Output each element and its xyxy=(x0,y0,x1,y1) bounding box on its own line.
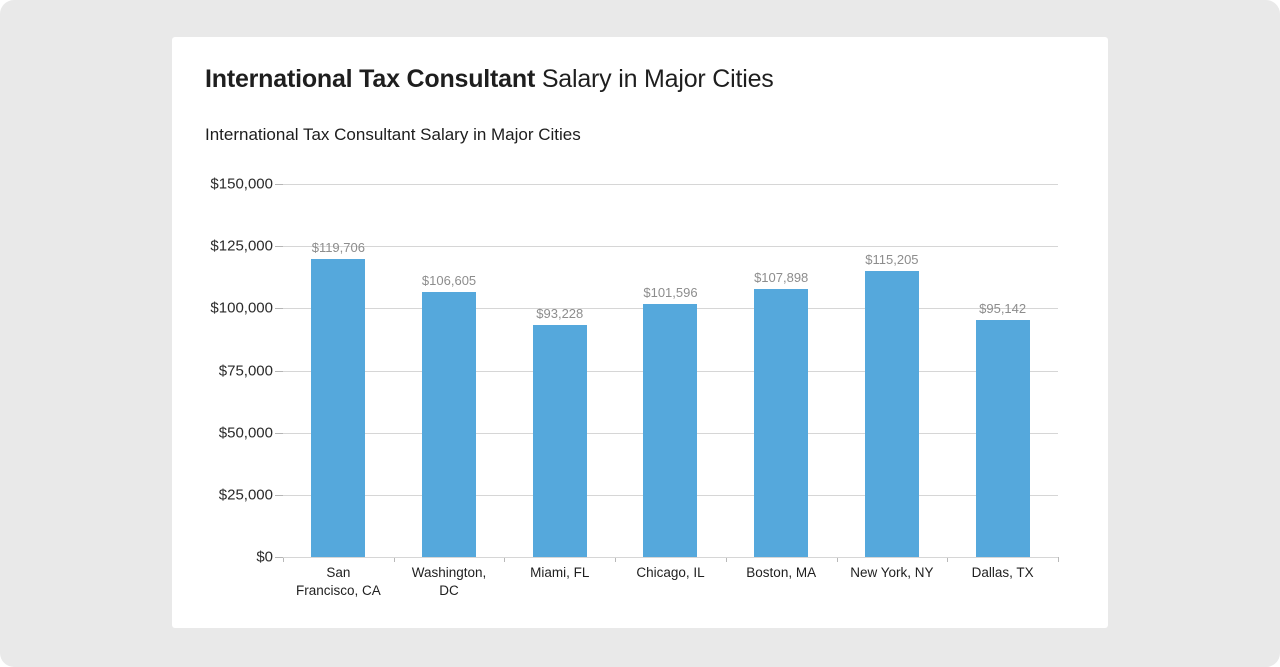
x-axis-tick xyxy=(504,557,506,562)
bar-value-label: $101,596 xyxy=(643,285,698,301)
x-axis-tick xyxy=(947,557,949,562)
y-axis-tick-label: $75,000 xyxy=(218,362,273,379)
bar-washington-dc xyxy=(422,291,477,557)
bar-value-label: $107,898 xyxy=(754,269,809,285)
y-axis-tick-label: $100,000 xyxy=(210,299,273,317)
plot-area: $150,000 $125,000 $100,000 $75,000 $50,000 $2… xyxy=(210,176,1059,598)
y-axis-tick-label: $125,000 xyxy=(210,237,273,255)
x-axis-category-label: Dallas, TX xyxy=(971,565,1034,580)
x-axis-category-label: Miami, FL xyxy=(530,565,590,580)
page-title-regular: Salary in Major Cities xyxy=(535,65,774,93)
y-axis-tick xyxy=(275,308,283,310)
bar-boston-ma xyxy=(754,288,809,557)
category-slot-washington-dc: $106,605 Washington, DC xyxy=(394,184,505,598)
category-slot-new-york-ny: $115,205 New York, NY xyxy=(837,184,948,580)
bar-miami-fl xyxy=(532,325,587,557)
category-slot-boston-ma: $107,898 Boston, MA xyxy=(726,184,837,580)
x-axis-category-label: Chicago, IL xyxy=(636,565,705,580)
x-axis-tick xyxy=(1058,557,1059,562)
bar-value-label: $93,228 xyxy=(536,306,584,322)
x-axis-tick xyxy=(393,557,395,562)
gridline xyxy=(283,246,1058,248)
y-axis-tick-label: $25,000 xyxy=(218,486,273,504)
bar-value-label: $95,142 xyxy=(979,301,1027,317)
bar-value-label: $106,605 xyxy=(421,272,477,288)
y-axis-tick-label: $150,000 xyxy=(210,175,273,193)
x-axis-category-label: Boston, MA xyxy=(746,565,817,580)
x-axis-category-label: San Francisco, CA xyxy=(295,565,381,599)
x-axis-tick xyxy=(283,557,284,562)
y-axis-tick xyxy=(275,557,283,558)
bar-dallas-tx xyxy=(975,320,1030,557)
y-axis-tick xyxy=(275,494,283,496)
category-slot-miami-fl: $93,228 Miami, FL xyxy=(504,184,615,580)
page-title: International Tax Consultant Salary in M… xyxy=(205,64,774,94)
bar-new-york-ny xyxy=(864,270,919,557)
x-axis-tick xyxy=(836,557,838,562)
gridline xyxy=(283,557,1058,558)
x-axis-tick xyxy=(615,557,617,562)
bar-value-label: $115,205 xyxy=(865,251,919,267)
bar-san-francisco-ca xyxy=(311,259,366,557)
category-slot-chicago-il: $101,596 Chicago, IL xyxy=(615,184,726,580)
bar-chicago-il xyxy=(643,304,698,557)
bar-value-label: $119,706 xyxy=(311,240,365,256)
chart-card: International Tax Consultant Salary in M… xyxy=(172,37,1108,628)
y-axis-tick-label: $50,000 xyxy=(218,424,273,442)
gridline xyxy=(283,184,1058,185)
y-axis-tick-label: $0 xyxy=(256,548,273,566)
y-axis-tick xyxy=(275,432,283,434)
category-slot-dallas-tx: $95,142 Dallas, TX xyxy=(947,184,1058,580)
x-axis-category-label: Washington, DC xyxy=(411,565,487,599)
y-axis-tick xyxy=(275,246,283,248)
category-slot-san-francisco-ca: $119,706 San Francisco, CA xyxy=(283,184,394,598)
page-title-bold: International Tax Consultant xyxy=(205,65,536,93)
y-axis-tick xyxy=(275,184,283,185)
chart-title: International Tax Consultant Salary in M… xyxy=(205,125,581,144)
x-axis-category-label: New York, NY xyxy=(850,565,934,580)
x-axis-tick xyxy=(725,557,727,562)
y-axis-tick xyxy=(275,370,283,372)
